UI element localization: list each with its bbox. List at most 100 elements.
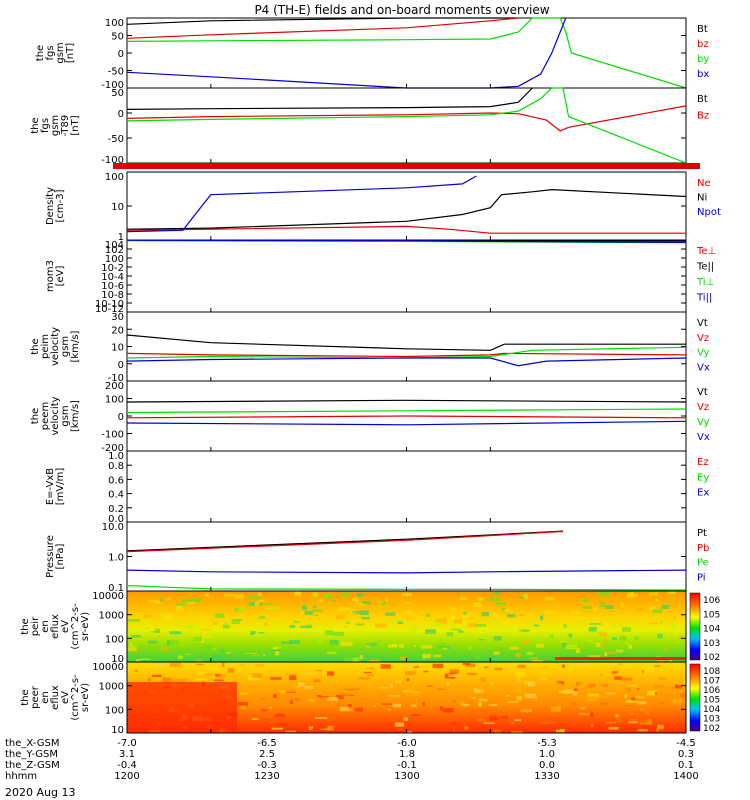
spectrogram-texture	[559, 641, 569, 643]
legend-pi: Pi	[697, 572, 706, 583]
spectrogram-texture	[264, 607, 272, 609]
legend-te-: Te||	[696, 262, 714, 273]
y-axis-label: -T89	[60, 115, 71, 137]
spectrogram-texture	[254, 664, 265, 668]
spectrogram-texture	[612, 671, 619, 673]
spectrogram-texture	[679, 634, 683, 640]
spectrogram-texture	[378, 640, 382, 642]
y-tick-label: -100	[101, 155, 124, 166]
spectrogram-texture	[239, 692, 249, 695]
panel-fgs-gsm-dipole: 50 0 -50 -100 the fgs gsm -T89 [nT] Bt Bz	[30, 87, 709, 166]
spectrogram-texture	[131, 635, 142, 638]
spectrogram-texture	[649, 605, 656, 611]
spectrogram-texture	[313, 605, 317, 609]
spectrogram-texture	[361, 617, 370, 620]
spectrogram-texture	[326, 717, 335, 721]
y-tick-label: 10	[111, 725, 124, 736]
spectrogram-texture	[374, 623, 387, 628]
spectrogram-texture	[227, 668, 234, 673]
spectrogram-texture	[199, 628, 212, 631]
spectrogram-texture	[267, 625, 270, 630]
spectrogram-texture	[505, 710, 516, 714]
spectrogram-texture	[446, 681, 449, 686]
spectrogram-texture	[387, 695, 400, 697]
spectrogram-texture	[656, 728, 659, 732]
spectrogram-texture	[185, 625, 195, 629]
spectrogram-texture	[505, 709, 512, 711]
spectrogram-texture	[440, 706, 443, 711]
spectrogram-texture	[476, 709, 481, 711]
spectrogram-texture	[647, 690, 658, 695]
spectrogram-texture	[436, 719, 439, 722]
spectrogram-texture	[583, 606, 592, 609]
spectrogram-texture	[169, 631, 182, 635]
spectrogram-texture	[399, 644, 404, 648]
spectrogram-texture	[202, 644, 213, 650]
spectrogram-texture	[581, 687, 587, 689]
spectrogram-texture	[222, 624, 230, 629]
y-tick-label: 30	[111, 312, 124, 323]
spectrogram-texture	[293, 684, 301, 689]
spectrogram-texture	[422, 654, 426, 658]
y-tick-label: 0.6	[108, 475, 124, 486]
x-axis-value: 0.1	[678, 760, 694, 771]
y-axis-label: peim	[40, 334, 51, 359]
y-tick-label: 1.0	[108, 451, 124, 462]
spectrogram-texture	[581, 662, 588, 667]
spectrogram-texture	[590, 723, 594, 727]
spectrogram-texture	[318, 599, 324, 603]
panel-frame	[126, 171, 687, 241]
spectrogram-texture	[298, 682, 305, 687]
y-tick-label: 1	[118, 232, 124, 243]
spectrogram-texture	[674, 685, 682, 689]
spectrogram-texture	[257, 632, 265, 634]
figure-title: P4 (TH-E) fields and on-board moments ov…	[254, 3, 549, 17]
y-axis-label: peem	[40, 402, 51, 430]
x-axis-value: 0.3	[678, 749, 694, 760]
spectrogram-texture	[289, 688, 295, 692]
spectrogram-texture	[673, 616, 676, 620]
spectrogram-texture	[544, 596, 555, 601]
series-pb	[126, 530, 564, 553]
spectrogram-texture	[319, 728, 330, 730]
x-axis-value: 1.8	[399, 749, 415, 760]
spectrogram-texture	[629, 719, 639, 721]
spectrogram-texture	[504, 609, 515, 612]
spectrogram-texture	[478, 698, 489, 702]
y-axis-label: [nT]	[65, 43, 76, 63]
spectrogram-texture	[406, 694, 418, 696]
spectrogram-texture	[234, 594, 244, 599]
spectrogram-texture	[655, 598, 659, 602]
spectrogram-texture	[405, 618, 415, 620]
spectrogram-texture	[637, 729, 648, 732]
spectrogram-texture	[261, 603, 273, 605]
spectrogram-texture	[535, 696, 538, 701]
x-axis-value: -0.4	[117, 760, 137, 771]
spectrogram-texture	[416, 621, 424, 625]
spectrogram-texture	[285, 638, 293, 640]
spectrogram-texture	[223, 593, 235, 597]
y-axis-label: (cm^2-s-	[70, 674, 81, 721]
y-tick-label: 10	[111, 202, 124, 213]
spectrogram-texture	[304, 685, 314, 690]
spectrogram-texture	[495, 602, 506, 605]
spectrogram-texture	[647, 719, 652, 723]
spectrogram-texture	[263, 714, 271, 719]
colorbar-tick-label: 103	[703, 639, 720, 649]
spectrogram-texture	[308, 726, 313, 730]
x-axis-value: -7.0	[117, 738, 137, 749]
spectrogram-texture	[637, 701, 647, 705]
spectrogram-texture	[288, 675, 297, 681]
spectrogram-texture	[550, 706, 561, 712]
spectrogram-texture	[269, 721, 275, 724]
spectrogram-texture	[295, 693, 301, 696]
spectrogram-texture	[410, 704, 417, 707]
spectrogram-texture	[465, 663, 476, 668]
y-axis-label: velocity	[50, 327, 61, 366]
spectrogram-texture	[356, 593, 364, 597]
spectrogram-texture	[402, 602, 414, 604]
series-vt	[126, 399, 687, 403]
spectrogram-texture	[510, 720, 515, 726]
spectrogram-texture	[306, 643, 310, 646]
spectrogram-texture	[661, 604, 670, 609]
